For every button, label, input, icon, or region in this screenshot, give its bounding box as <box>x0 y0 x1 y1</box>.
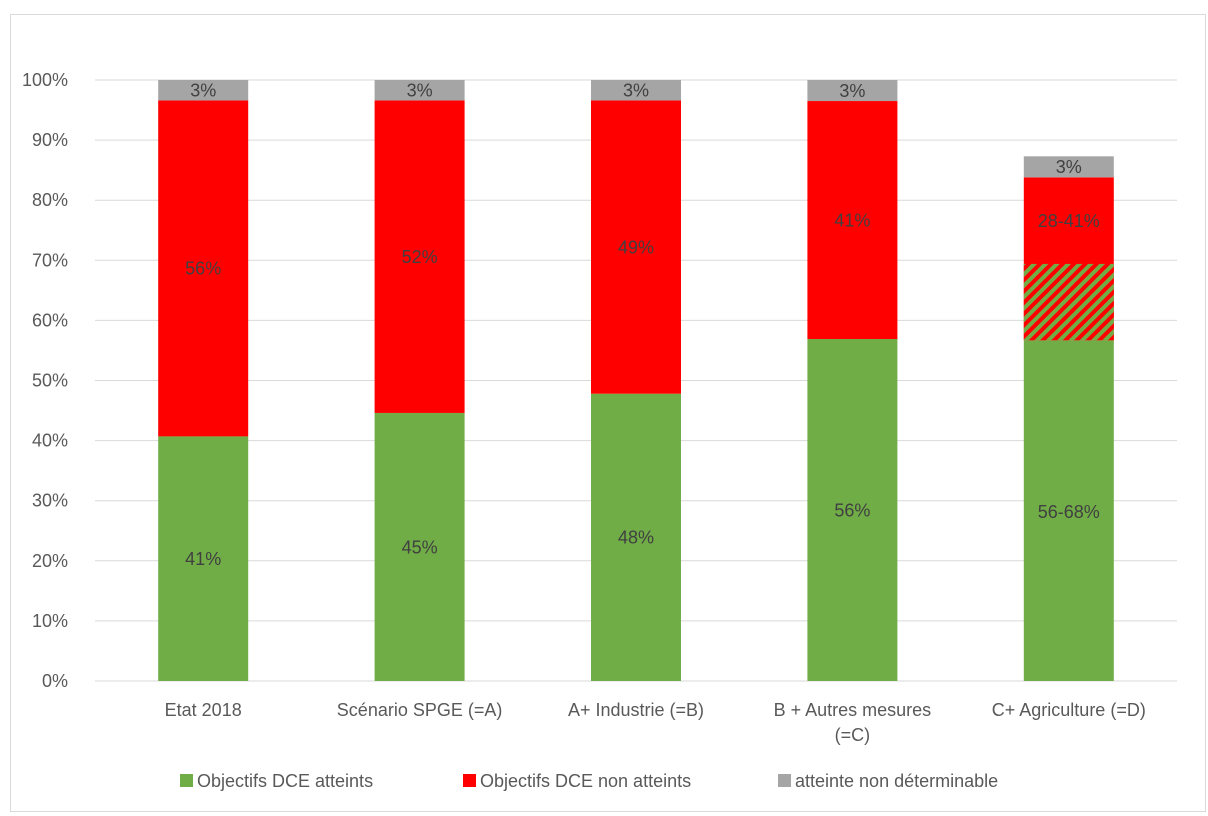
bar-segment-non-atteints <box>374 100 465 413</box>
legend-label: Objectifs DCE atteints <box>197 771 373 791</box>
y-tick-label: 80% <box>32 190 68 210</box>
bar-segment-non-atteints <box>807 101 898 340</box>
x-category-label: (=C) <box>835 725 871 745</box>
bar-segment-atteints <box>591 393 681 681</box>
data-label: 3% <box>839 81 865 101</box>
y-tick-label: 40% <box>32 431 68 451</box>
y-tick-label: 50% <box>32 371 68 391</box>
x-axis-category-labels: Etat 2018 Scénario SPGE (=A) A+ Industrie … <box>165 700 1146 745</box>
bars <box>158 80 1114 681</box>
legend-swatch <box>778 774 791 787</box>
y-tick-label: 10% <box>32 611 68 631</box>
legend: Objectifs DCE atteints Objectifs DCE non … <box>180 771 998 791</box>
bar-segment-non-determinable <box>807 80 898 102</box>
bar-segment-atteints <box>807 339 898 681</box>
bar-segment-non-atteints <box>158 100 249 437</box>
data-label: 49% <box>618 237 654 257</box>
x-category-label: C+ Agriculture (=D) <box>992 700 1146 720</box>
bar-segment-non-determinable <box>1023 156 1114 178</box>
data-label: 3% <box>623 81 649 101</box>
y-tick-label: 100% <box>22 70 68 90</box>
data-label: 3% <box>1056 157 1082 177</box>
x-category-label: Scénario SPGE (=A) <box>337 700 503 720</box>
bar-segment-atteints <box>1023 340 1114 681</box>
bar-segment-uncertain-band <box>1023 263 1114 341</box>
y-tick-label: 20% <box>32 551 68 571</box>
data-label: 3% <box>190 81 216 101</box>
y-tick-label: 90% <box>32 130 68 150</box>
y-tick-label: 60% <box>32 310 68 330</box>
data-label: 48% <box>618 528 654 548</box>
bar-segment-atteints <box>158 436 249 681</box>
x-category-label: A+ Industrie (=B) <box>568 700 704 720</box>
x-category-label: Etat 2018 <box>165 700 242 720</box>
data-label: 41% <box>185 549 221 569</box>
data-label: 52% <box>402 247 438 267</box>
y-tick-label: 30% <box>32 491 68 511</box>
y-tick-label: 70% <box>32 250 68 270</box>
bar-segment-non-determinable <box>374 80 465 101</box>
data-label: 45% <box>402 537 438 557</box>
legend-label: Objectifs DCE non atteints <box>480 771 691 791</box>
legend-swatch <box>180 774 193 787</box>
data-label: 3% <box>407 81 433 101</box>
bar-segment-atteints <box>374 412 465 681</box>
y-axis-tick-labels: 0% 10% 20% 30% 40% 50% 60% 70% 80% 90% 100% <box>22 70 68 691</box>
data-label: 28-41% <box>1038 211 1100 231</box>
legend-swatch <box>463 774 476 787</box>
bar-segment-non-determinable <box>591 80 681 101</box>
y-tick-label: 0% <box>42 671 68 691</box>
bar-segment-non-determinable <box>158 80 249 101</box>
data-label: 56% <box>185 259 221 279</box>
bar-segment-non-atteints <box>591 100 681 394</box>
legend-label: atteinte non déterminable <box>795 771 998 791</box>
data-label: 56% <box>834 500 870 520</box>
data-label: 56-68% <box>1038 502 1100 522</box>
data-labels: 41% 56% 3% 45% 52% 3% 48% 49% 3% 56% 41% 3% 56-68% 28… <box>185 81 1100 569</box>
x-category-label: B + Autres mesures <box>774 700 932 720</box>
data-label: 41% <box>834 210 870 230</box>
